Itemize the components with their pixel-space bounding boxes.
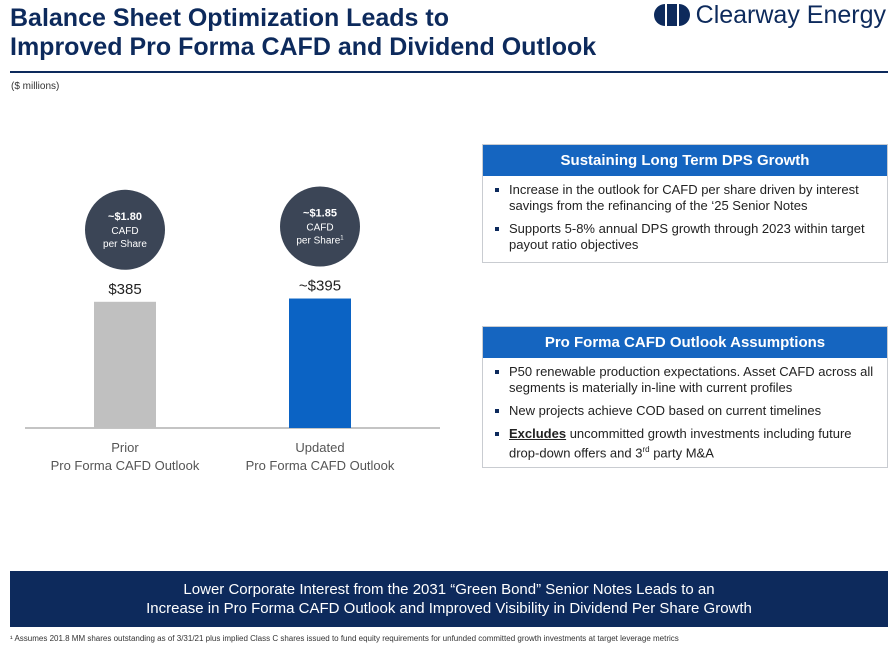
bubble-amount: ~$1.80 — [108, 211, 142, 223]
logo-text: Clearway Energy — [695, 0, 886, 29]
banner-line-2: Increase in Pro Forma CAFD Outlook and I… — [146, 600, 752, 617]
bubble-amount: ~$1.85 — [303, 208, 337, 220]
list-item-text: party M&A — [649, 445, 714, 461]
page-title: Balance Sheet Optimization Leads to Impr… — [10, 4, 630, 62]
excludes-emphasis: Excludes — [509, 426, 567, 441]
list-item: Excludes uncommitted growth investments … — [493, 426, 879, 461]
list-item-text: uncommitted growth investments including… — [509, 426, 852, 461]
bar — [94, 301, 156, 428]
category-label: Pro Forma CAFD Outlook — [246, 458, 395, 473]
bubble-line-2: CAFD — [306, 223, 333, 234]
per-share-bubble — [85, 189, 165, 270]
cafd-bar-chart: $385 ~$1.80 CAFD per Share Prior Pro Forma CA… — [25, 186, 440, 473]
bubble-line-3: per Share — [103, 239, 147, 250]
category-label: Updated — [295, 440, 344, 455]
conclusion-banner: Lower Corporate Interest from the 2031 “… — [10, 571, 888, 627]
list-item: P50 renewable production expectations. A… — [493, 364, 879, 396]
panel-dps-growth: Sustaining Long Term DPS Growth Increase… — [482, 144, 888, 263]
panel-title: Sustaining Long Term DPS Growth — [483, 145, 887, 176]
ordinal-superscript: rd — [642, 445, 650, 454]
bar — [289, 298, 351, 428]
category-label: Pro Forma CAFD Outlook — [51, 458, 200, 473]
bullet-list: Increase in the outlook for CAFD per sha… — [483, 176, 887, 261]
company-logo: Clearway Energy — [653, 0, 886, 30]
units-label: ($ millions) — [11, 81, 60, 92]
title-line-2: Improved Pro Forma CAFD and Dividend Out… — [10, 33, 597, 61]
bubble-line-3: per Share1 — [296, 236, 344, 247]
banner-line-1: Lower Corporate Interest from the 2031 “… — [183, 581, 715, 598]
per-share-bubble — [280, 186, 360, 267]
bar-value-label: $385 — [108, 281, 141, 298]
footnote: ¹ Assumes 201.8 MM shares outstanding as… — [10, 634, 679, 643]
list-item: Increase in the outlook for CAFD per sha… — [493, 182, 879, 214]
title-line-1: Balance Sheet Optimization Leads to — [10, 4, 449, 32]
clearway-logo-icon — [653, 4, 690, 26]
title-divider — [10, 71, 888, 73]
list-item: Supports 5-8% annual DPS growth through … — [493, 221, 879, 253]
list-item: New projects achieve COD based on curren… — [493, 403, 879, 419]
panel-cafd-assumptions: Pro Forma CAFD Outlook Assumptions P50 r… — [482, 326, 888, 468]
footnote-marker: 1 — [340, 236, 344, 242]
bar-value-label: ~$395 — [299, 278, 341, 295]
panel-title: Pro Forma CAFD Outlook Assumptions — [483, 327, 887, 358]
category-label: Prior — [111, 440, 139, 455]
bubble-line-2: CAFD — [111, 226, 138, 237]
bullet-list: P50 renewable production expectations. A… — [483, 358, 887, 469]
